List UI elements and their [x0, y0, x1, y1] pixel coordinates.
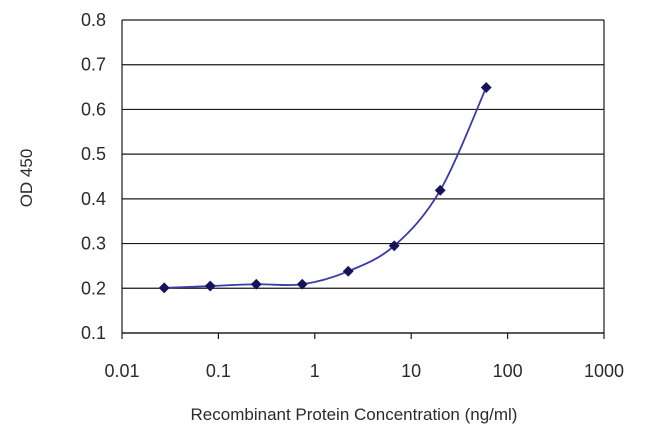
data-point-marker: [480, 82, 492, 93]
data-point-marker: [342, 265, 354, 277]
x-tick-label: 1: [310, 361, 320, 381]
data-point-marker: [158, 282, 170, 294]
y-axis-title: OD 450: [17, 149, 36, 208]
y-tick-label: 0.2: [81, 278, 106, 298]
y-tick-label: 0.5: [81, 144, 106, 164]
x-tick-label: 0.01: [104, 361, 139, 381]
data-point-marker: [434, 184, 446, 196]
y-tick-label: 0.7: [81, 55, 106, 75]
x-tick-labels: 0.01 0.1 1 10 100 1000: [104, 361, 624, 381]
x-tick-label: 10: [401, 361, 421, 381]
marker-layer: [158, 82, 492, 294]
x-tick-label: 0.1: [206, 361, 231, 381]
grid-layer: [122, 19, 604, 334]
data-point-marker: [388, 240, 400, 252]
y-tick-label: 0.3: [81, 234, 106, 254]
y-tick-label: 0.6: [81, 99, 106, 119]
y-tick-labels: 0.1 0.2 0.3 0.4 0.5 0.6 0.7 0.8: [81, 10, 106, 343]
plot-frame: [121, 20, 605, 339]
x-axis-title: Recombinant Protein Concentration (ng/ml…: [191, 405, 518, 424]
x-tick-label: 1000: [584, 361, 624, 381]
data-point-marker: [250, 278, 262, 290]
data-point-marker: [296, 278, 308, 290]
y-tick-label: 0.4: [81, 189, 106, 209]
data-point-marker: [204, 280, 216, 292]
y-tick-label: 0.1: [81, 323, 106, 343]
y-tick-label: 0.8: [81, 10, 106, 30]
x-tick-label: 100: [493, 361, 523, 381]
